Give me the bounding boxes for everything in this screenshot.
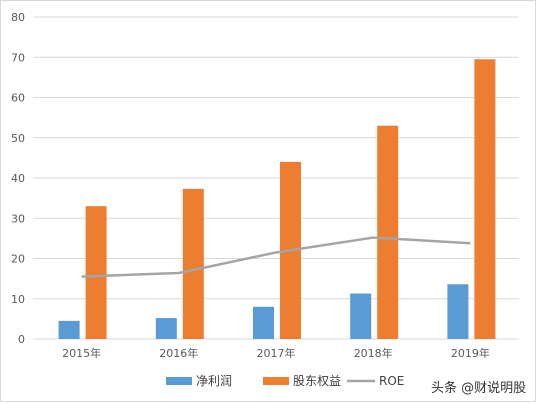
y-tick-label: 50 <box>11 132 25 145</box>
bar-equity <box>377 125 399 339</box>
legend: 净利润 股东权益 ROE <box>166 374 404 388</box>
x-axis-ticks: 2015年 2016年 2017年 2018年 2019年 <box>62 346 490 360</box>
y-tick-label: 20 <box>11 253 25 266</box>
legend-swatch <box>166 377 192 385</box>
roe-line <box>81 236 471 278</box>
legend-label: 股东权益 <box>293 374 341 388</box>
y-tick-label: 60 <box>11 92 25 105</box>
gridlines <box>33 16 519 340</box>
x-tick-label: 2018年 <box>354 346 393 360</box>
bar-equity <box>182 188 204 339</box>
watermark: 头条 @财说明股 <box>431 380 526 396</box>
y-tick-label: 80 <box>11 11 25 24</box>
legend-label: ROE <box>379 374 404 388</box>
y-tick-label: 0 <box>18 333 25 346</box>
bar-net-profit <box>253 306 274 339</box>
bar-net-profit <box>155 318 177 339</box>
bar-net-profit <box>447 284 469 339</box>
bar-equity <box>85 206 107 339</box>
y-axis-ticks: 0 10 20 30 40 50 60 70 80 <box>11 11 25 346</box>
bar-net-profit <box>350 293 372 339</box>
legend-label: 净利润 <box>196 374 232 388</box>
roe-line-layer <box>81 236 471 278</box>
watermark-text: 头条 @财说明股 <box>431 380 526 396</box>
y-tick-label: 40 <box>11 172 25 185</box>
y-tick-label: 10 <box>11 293 25 306</box>
y-tick-label: 70 <box>11 51 25 64</box>
legend-swatch <box>263 377 289 385</box>
x-tick-label: 2019年 <box>451 346 490 360</box>
x-tick-label: 2017年 <box>257 346 296 360</box>
bar-equity <box>474 59 496 339</box>
bars <box>58 59 496 339</box>
bar-net-profit <box>58 320 80 339</box>
x-tick-label: 2016年 <box>159 346 198 360</box>
x-tick-label: 2015年 <box>62 346 101 360</box>
y-tick-label: 30 <box>11 212 25 225</box>
